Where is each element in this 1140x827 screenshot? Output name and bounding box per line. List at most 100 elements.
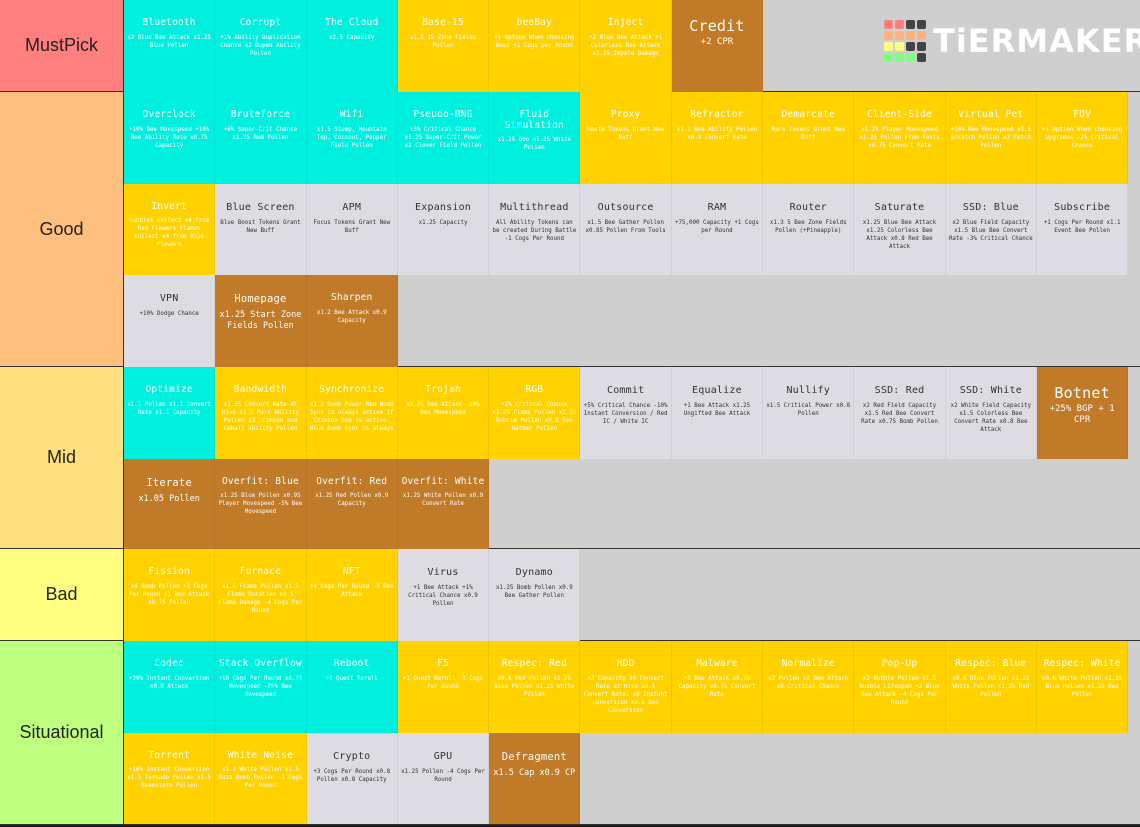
tier-item-bandwidth[interactable]: Bandwidth x1.25 Convert Rate At Hive x1.1… — [215, 367, 307, 459]
item-description: x1.05 Pollen — [138, 493, 200, 504]
item-description: +5% Critical Chance -10% Instant Convers… — [583, 403, 668, 425]
tier-item-codec[interactable]: Codec +20% Instant Conversion x0.8 Attack — [124, 641, 216, 733]
tier-item-outsource[interactable]: Outsource x1.5 Bee Gather Pollen x0.85 Po… — [580, 183, 672, 275]
item-description: x1.3 5 Bee Zone Fields Pollen (+Pineappl… — [769, 219, 847, 234]
tier-item-furnace[interactable]: Furnace x1.5 Flame Pollen x1.5 Flame Dura… — [215, 549, 307, 641]
item-name: Expansion — [415, 201, 472, 213]
tier-item-inject[interactable]: Inject +2 Blue Bee Attack +1 Colorless Be… — [580, 0, 672, 92]
tier-item-blue-screen[interactable]: Blue Screen Blue Boost Tokens Grant New B… — [215, 183, 307, 275]
tier-item-commit[interactable]: Commit +5% Critical Chance -10% Instant C… — [580, 367, 672, 459]
tier-item-iterate[interactable]: Iterate x1.05 Pollen — [124, 458, 216, 550]
tier-item-hdd[interactable]: HDD x3 Capacity x4 Convert Rate at Hive x… — [580, 641, 672, 733]
tier-item-f5[interactable]: F5 +1 Quest Reroll -3 Cogs Per Round — [397, 641, 490, 733]
item-name: Fluid Simulation — [504, 109, 564, 131]
tier-item-credit[interactable]: Credit +2 CPR — [671, 0, 764, 92]
tier-item-ram[interactable]: RAM +75,000 Capacity +1 Cogs per Round — [671, 183, 764, 275]
tier-item-nullify[interactable]: Nullify x1.5 Critical Power x0.8 Pollen — [763, 367, 855, 459]
tier-item-botnet[interactable]: Botnet +25% BGP + 1 CPR — [1036, 367, 1129, 459]
tier-item-nft[interactable]: NFT +4 Cogs Per Round -3 Bee Attack — [306, 549, 398, 641]
tier-item-wifi[interactable]: Wifi x1.5 Stump, Mountain Top, Coconut, P… — [306, 92, 398, 184]
logo-square — [906, 42, 915, 51]
tier-item-vpn[interactable]: VPN +10% Dodge Chance — [124, 275, 216, 367]
tier-label[interactable]: Good — [0, 92, 124, 366]
tier-item-the-cloud[interactable]: The Cloud x2.5 Capacity — [306, 0, 398, 92]
tier-item-expansion[interactable]: Expansion x1.25 Capacity — [397, 183, 490, 275]
tier-item-dynamo[interactable]: Dynamo x1.25 Bomb Pollen x0.9 Bee Gather … — [489, 549, 581, 641]
tier-item-rgb[interactable]: RGB +1% Critical Chance x1.25 Flame Polle… — [489, 367, 581, 459]
item-name: HDD — [616, 658, 635, 669]
tier-item-stack-overflow[interactable]: Stack Overflow +10 Cogs Per Round x0.75 M… — [215, 641, 307, 733]
tier-item-ssd-white[interactable]: SSD: White x2 White Field Capacity x1.5 C… — [945, 367, 1037, 459]
tier-item-respec-red[interactable]: Respec: Red x0.6 Red Pollen x1.25 Blue Po… — [489, 641, 581, 733]
tier-row-bad: Bad Fission x4 Bomb Pollen +1 Cogs Per Rou… — [0, 549, 1140, 641]
tier-item-equalize[interactable]: Equalize +1 Bee Attack x1.25 Ungifted Bee… — [671, 367, 764, 459]
tier-item-sharpen[interactable]: Sharpen x1.2 Bee Attack x0.9 Capacity — [306, 275, 398, 367]
item-description: x0.6 Red Pollen x1.25 Blue Pollen x1.25 … — [494, 675, 575, 698]
logo-square — [895, 31, 904, 40]
item-description: x1.5 Bee Gather Pollen x0.85 Pollen From… — [585, 219, 666, 234]
item-name: Fission — [148, 566, 190, 577]
item-name: Bluetooth — [142, 17, 196, 28]
tier-item-optimize[interactable]: Optimize x1.1 Pollen x1.1 Convert Rate x1… — [124, 367, 216, 459]
tier-item-white-noise[interactable]: White Noise x1.1 White Pollen x1.5 Buzz B… — [215, 732, 307, 824]
tier-item-respec-white[interactable]: Respec: White x0.6 White Pollen x1.25 Blu… — [1036, 641, 1129, 733]
tier-item-fov[interactable]: FOV +1 Option When choosing Upgrades -2% … — [1036, 92, 1129, 184]
tier-item-malware[interactable]: Malware +3 Bee Attack x0.75 Capacity x0.7… — [671, 641, 764, 733]
tier-item-client-side[interactable]: Client-Side x1.25 Player Movespeed x1.25 … — [854, 92, 946, 184]
tier-label[interactable]: Mid — [0, 367, 124, 548]
tier-item-synchronize[interactable]: Synchronize x1.2 Bomb Power Red Bomb Sync… — [306, 367, 398, 459]
tier-item-normalize[interactable]: Normalize x2 Pollen x2 Bee Attack x0 Crit… — [763, 641, 855, 733]
tier-item-demarcate[interactable]: Demarcate Mark Tokens Grant New Buff — [763, 92, 855, 184]
tier-item-reboot[interactable]: Reboot +1 Quest Reroll — [306, 641, 398, 733]
tier-item-pop-up[interactable]: Pop-Up x2 Bubble Pollen x1.5 Bubble Lifes… — [854, 641, 946, 733]
tier-item-proxy[interactable]: Proxy Haste Tokens Grant New Buff — [580, 92, 672, 184]
item-name: Credit — [689, 17, 745, 35]
tier-item-subscribe[interactable]: Subscribe +1 Cogs Per Round x1.1 Event Be… — [1036, 183, 1129, 275]
tier-item-virtual-pet[interactable]: Virtual Pet +10% Bee Movespeed x1.5 Scrat… — [945, 92, 1037, 184]
item-description: x1.2 Bee Attack x0.9 Capacity — [316, 309, 387, 324]
tier-item-overfit-blue[interactable]: Overfit: Blue x1.25 Blue Pollen x0.95 Pla… — [215, 458, 307, 550]
tier-label[interactable]: Bad — [0, 549, 124, 640]
tier-item-pseudo-rng[interactable]: Pseudo-RNG +3% Critical Chance x1.25 Supe… — [397, 92, 490, 184]
tier-item-torrent[interactable]: Torrent +10% Instant Conversion x1.5 Torn… — [124, 732, 216, 824]
item-description: x1.25 Capacity — [418, 219, 468, 226]
item-name: The Cloud — [325, 17, 379, 28]
tier-item-gpu[interactable]: GPU x1.25 Pollen -4 Cogs Per Round — [397, 732, 490, 824]
tier-item-overclock[interactable]: Overclock +10% Bee Movespeed +10% Bee Abi… — [124, 92, 216, 184]
tier-item-invert[interactable]: Invert Bubbles collect x4 from Red Flower… — [124, 183, 216, 275]
tier-item-corrupt[interactable]: Corrupt +1% Ability Duplication Chance x2… — [215, 0, 307, 92]
tier-item-refractor[interactable]: Refractor x1.1 Bee Ability Pollen x0.9 Co… — [671, 92, 764, 184]
tier-item-trojan[interactable]: Trojan x1.25 Bee Attack -10% Bee Movespee… — [397, 367, 490, 459]
item-description: +4 Cogs Per Round -3 Bee Attack — [309, 583, 394, 598]
tier-label[interactable]: Situational — [0, 641, 124, 824]
tier-item-bruteforce[interactable]: Bruteforce +6% Super-Crit Chance x1.25 Re… — [215, 92, 307, 184]
tier-item-virus[interactable]: Virus +1 Bee Attack +1% Critical Chance x… — [397, 549, 490, 641]
tier-item-bluetooth[interactable]: Bluetooth x2 Blue Bee Attack x1.25 Blue P… — [124, 0, 216, 92]
tiermaker-logo: TiERMAKER — [884, 20, 1140, 62]
tier-item-fluid-simulation[interactable]: Fluid Simulation x1.25 Goo x1.25 White Po… — [489, 92, 581, 184]
tier-label[interactable]: MustPick — [0, 0, 124, 91]
tier-item-router[interactable]: Router x1.3 5 Bee Zone Fields Pollen (+Pi… — [763, 183, 855, 275]
tier-item-beebay[interactable]: beeBay +1 Option When choosing Bees +1 Co… — [489, 0, 581, 92]
tier-item-base-15[interactable]: Base-15 x1.5 15 Zone Fields Pollen — [397, 0, 490, 92]
item-description: All Ability Tokens can be created During… — [492, 219, 577, 242]
tier-item-multithread[interactable]: Multithread All Ability Tokens can be cre… — [489, 183, 581, 275]
tier-item-ssd-blue[interactable]: SSD: Blue x2 Blue Field Capacity x1.5 Blu… — [945, 183, 1037, 275]
tier-item-apm[interactable]: APM Focus Tokens Grant New Buff — [306, 183, 398, 275]
logo-square — [917, 20, 926, 29]
tier-item-overfit-white[interactable]: Overfit: White x1.25 White Pollen x0.9 Co… — [397, 458, 490, 550]
tier-item-crypto[interactable]: Crypto +3 Cogs Per Round x0.8 Pollen x0.8… — [306, 732, 398, 824]
tier-item-saturate[interactable]: Saturate x1.25 Blue Bee Attack x1.25 Colo… — [854, 183, 946, 275]
item-description: x0.6 White Pollen x1.25 Blue Pollen x1.2… — [1041, 675, 1123, 698]
tier-item-homepage[interactable]: Homepage x1.25 Start Zone Fields Pollen — [215, 275, 307, 367]
tier-item-overfit-red[interactable]: Overfit: Red x1.25 Red Pollen x0.9 Capaci… — [306, 458, 398, 550]
item-description: Blue Boost Tokens Grant New Buff — [220, 219, 301, 234]
tier-item-respec-blue[interactable]: Respec: Blue x0.6 Blue Pollen x1.25 White… — [945, 641, 1037, 733]
tier-items: Overclock +10% Bee Movespeed +10% Bee Abi… — [124, 92, 1140, 367]
tier-item-ssd-red[interactable]: SSD: Red x2 Red Field Capacity x1.5 Red B… — [854, 367, 946, 459]
item-description: x1.25 Pollen -4 Cogs Per Round — [401, 768, 485, 783]
tier-item-defragment[interactable]: Defragment x1.5 Cap x0.9 CP — [489, 732, 581, 824]
item-name: Respec: White — [1043, 658, 1121, 669]
tier-item-fission[interactable]: Fission x4 Bomb Pollen +1 Cogs Per Round … — [124, 549, 216, 641]
item-name: Homepage — [234, 293, 287, 305]
